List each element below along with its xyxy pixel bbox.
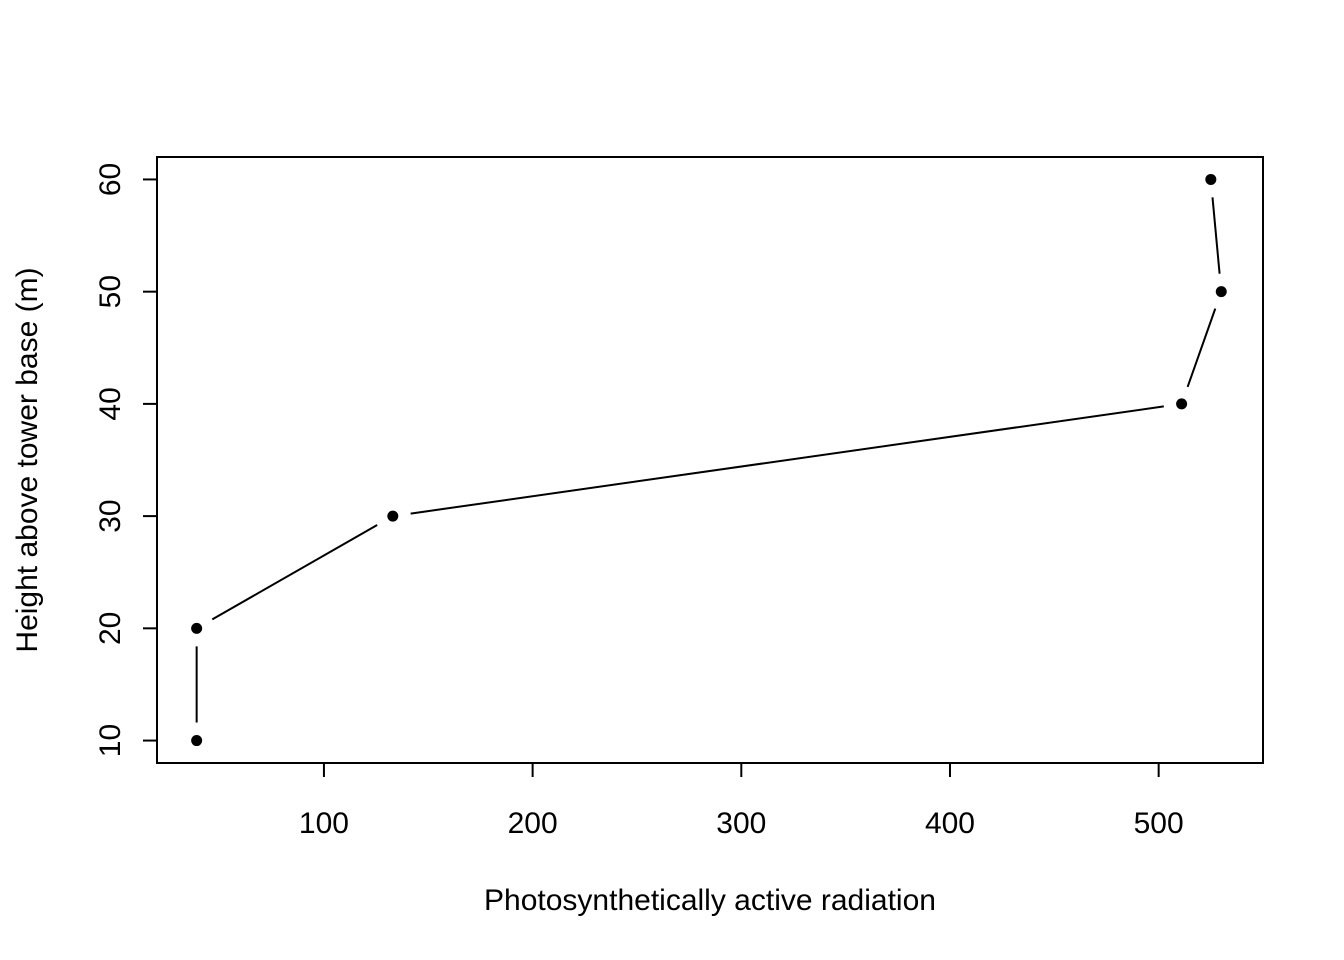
- data-point: [387, 510, 399, 522]
- series-line-segment: [211, 524, 378, 621]
- y-tick-label: 40: [94, 387, 127, 420]
- y-axis: 10 20 30 40 50 60: [94, 163, 158, 757]
- x-axis: 100 200 300 400 500: [299, 762, 1184, 840]
- y-tick-label: 60: [94, 163, 127, 196]
- series-line-segment: [1211, 197, 1221, 274]
- x-tick-label: 100: [299, 807, 349, 840]
- data-point: [1205, 173, 1217, 185]
- data-point: [191, 622, 203, 634]
- x-tick-label: 200: [508, 807, 558, 840]
- plot-frame: [156, 156, 1264, 764]
- x-tick-label: 500: [1134, 807, 1184, 840]
- y-tick-label: 30: [94, 499, 127, 532]
- data-point: [191, 735, 203, 747]
- series-line-segment: [410, 405, 1164, 515]
- x-tick-label: 300: [716, 807, 766, 840]
- series-line-segment: [1186, 308, 1217, 388]
- data-point: [1176, 398, 1188, 410]
- data-point: [1215, 286, 1227, 298]
- y-tick-label: 50: [94, 275, 127, 308]
- y-axis-label: Height above tower base (m): [11, 267, 44, 652]
- x-tick-label: 400: [925, 807, 975, 840]
- y-tick-label: 20: [94, 612, 127, 645]
- y-tick-label: 10: [94, 724, 127, 757]
- series-layer: [191, 173, 1227, 747]
- x-axis-label: Photosynthetically active radiation: [484, 884, 936, 917]
